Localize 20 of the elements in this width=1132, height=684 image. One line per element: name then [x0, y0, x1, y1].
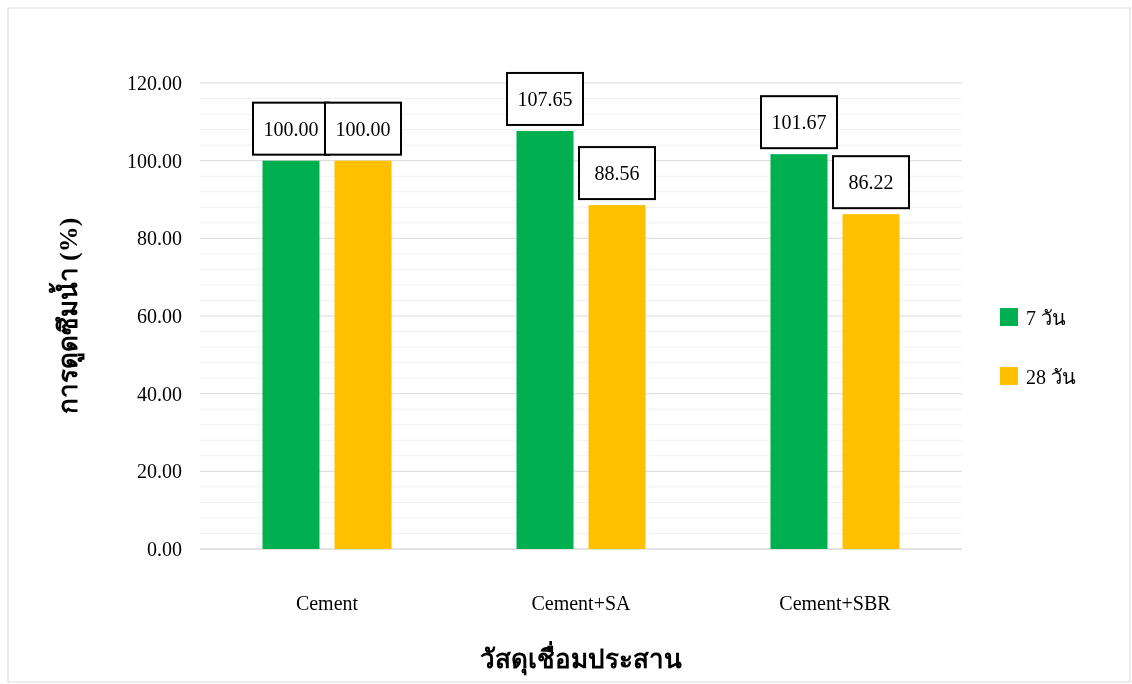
- x-tick-label: Cement+SBR: [779, 592, 892, 614]
- y-tick-label: 60.00: [137, 305, 182, 327]
- y-tick-label: 120.00: [127, 72, 182, 94]
- y-tick-label: 80.00: [137, 227, 182, 250]
- y-tick-label: 20.00: [137, 460, 182, 483]
- x-tick-label: Cement: [295, 592, 359, 614]
- data-label: 86.22: [848, 171, 894, 194]
- y-axis-title: การดูดซึมน้ำ (%): [48, 217, 85, 415]
- data-label: 107.65: [517, 87, 573, 110]
- y-tick-label: 0.00: [147, 538, 182, 560]
- x-axis-title: วัสดุเชื่อมประสาน: [480, 640, 682, 676]
- data-label: 100.00: [335, 117, 391, 140]
- y-tick-label: 100.00: [127, 149, 182, 172]
- data-label: 88.56: [594, 162, 640, 185]
- legend-label: 7 วัน: [1026, 307, 1066, 329]
- y-tick-label: 40.00: [137, 382, 182, 405]
- x-tick-label: Cement+SA: [531, 592, 632, 614]
- data-label: 100.00: [263, 117, 319, 140]
- legend-label: 28 วัน: [1026, 366, 1076, 388]
- data-label: 101.67: [771, 111, 827, 134]
